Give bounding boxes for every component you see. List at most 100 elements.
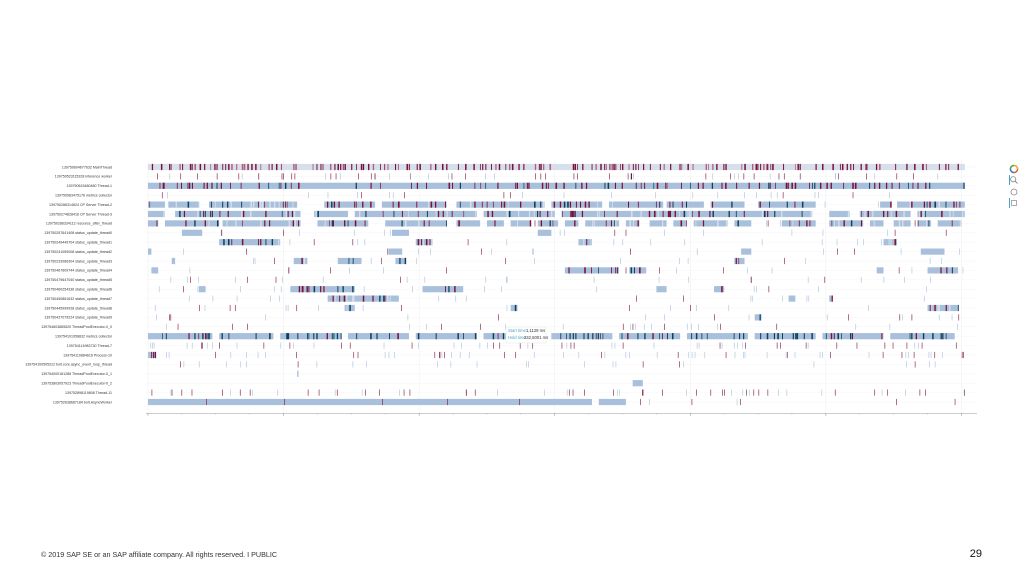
activity-tick xyxy=(906,342,908,349)
activity-stripe xyxy=(907,182,909,189)
zoom-icon[interactable] xyxy=(1009,172,1019,185)
activity-stripe xyxy=(595,333,597,340)
activity-stripe xyxy=(963,182,965,189)
activity-tick xyxy=(887,389,889,396)
activity-stripe xyxy=(942,333,944,340)
activity-tick xyxy=(383,342,385,349)
activity-tick xyxy=(806,295,808,302)
activity-tick xyxy=(749,389,750,396)
x-tick-label: 1.200e+5 xyxy=(953,417,971,418)
activity-stripe xyxy=(628,163,630,171)
activity-tick xyxy=(169,173,171,180)
activity-stripe xyxy=(707,163,709,171)
activity-stripe xyxy=(736,182,738,189)
activity-stripe xyxy=(672,201,674,208)
activity-stripe xyxy=(614,220,615,227)
activity-stripe xyxy=(384,295,386,302)
activity-stripe xyxy=(605,220,607,227)
activity-stripe xyxy=(421,239,423,246)
activity-block xyxy=(917,220,931,227)
bokeh-logo-icon[interactable] xyxy=(1009,161,1019,174)
timeline-svg[interactable]: 139750604677632 MainThread 13975052311532… xyxy=(0,158,1000,418)
thread-timeline-chart[interactable]: 139750604677632 MainThread 13975052311532… xyxy=(0,158,1000,418)
activity-stripe xyxy=(633,267,635,274)
activity-stripe xyxy=(417,210,419,218)
activity-tick xyxy=(534,257,535,265)
activity-stripe xyxy=(291,210,293,218)
activity-tick xyxy=(231,210,233,218)
activity-stripe xyxy=(495,163,497,171)
x-tick-label: 4.000e+4 xyxy=(411,417,429,418)
activity-stripe xyxy=(165,333,167,340)
activity-tick xyxy=(566,389,568,396)
activity-tick xyxy=(917,220,919,227)
activity-tick xyxy=(214,201,215,208)
save-icon[interactable] xyxy=(1009,195,1019,208)
activity-tick xyxy=(855,323,857,330)
activity-tick xyxy=(719,342,721,349)
activity-tick xyxy=(691,323,692,330)
activity-tick xyxy=(467,220,469,227)
activity-stripe xyxy=(207,333,209,340)
activity-tick xyxy=(750,276,751,283)
activity-tick xyxy=(198,361,200,368)
activity-tick xyxy=(476,361,478,368)
activity-tick xyxy=(656,351,658,359)
activity-stripe xyxy=(761,210,763,218)
activity-stripe xyxy=(259,201,262,208)
activity-stripe xyxy=(922,163,924,171)
activity-stripe xyxy=(766,163,768,171)
activity-stripe xyxy=(387,295,389,302)
activity-stripe xyxy=(873,220,875,227)
activity-stripe xyxy=(567,201,569,208)
activity-tick xyxy=(563,192,565,199)
activity-tick xyxy=(246,201,248,208)
activity-stripe xyxy=(342,163,344,171)
activity-tick xyxy=(498,201,500,208)
activity-stripe xyxy=(659,201,661,208)
activity-stripe xyxy=(255,333,257,340)
reset-icon[interactable] xyxy=(1009,184,1019,196)
activity-stripe xyxy=(662,333,663,340)
activity-tick xyxy=(743,351,744,359)
activity-stripe xyxy=(888,239,890,246)
activity-tick xyxy=(767,389,769,396)
page-number: 29 xyxy=(969,548,982,560)
activity-tick xyxy=(655,192,656,199)
activity-tick xyxy=(566,342,568,349)
thread-label: 139750479647040 status_update_thread5 xyxy=(44,278,112,282)
activity-stripe xyxy=(486,201,488,208)
activity-stripe xyxy=(580,201,582,208)
activity-block xyxy=(625,220,640,227)
activity-tick xyxy=(313,239,315,246)
activity-stripe xyxy=(222,163,224,171)
activity-tick xyxy=(696,342,698,349)
activity-stripe xyxy=(423,220,425,227)
activity-tick xyxy=(219,342,220,349)
activity-tick xyxy=(277,389,279,396)
activity-tick xyxy=(783,173,785,180)
activity-tick xyxy=(281,173,283,180)
activity-stripe xyxy=(690,182,691,189)
activity-tick xyxy=(363,286,365,293)
activity-stripe xyxy=(260,163,262,171)
activity-tick xyxy=(257,351,259,359)
thread-label: 139750445999928 status_update_thread8 xyxy=(44,306,112,310)
activity-stripe xyxy=(355,201,357,208)
activity-stripe xyxy=(674,210,676,218)
activity-stripe xyxy=(162,182,165,189)
activity-stripe xyxy=(285,210,288,218)
activity-stripe xyxy=(261,201,264,208)
activity-stripe xyxy=(430,201,433,208)
activity-stripe xyxy=(428,220,430,227)
thread-label: 139753803057923 ThreadPoolExecutor-0_2 xyxy=(41,382,112,386)
activity-block xyxy=(829,295,833,302)
activity-tick xyxy=(615,361,617,368)
activity-tick xyxy=(782,295,784,302)
activity-tick xyxy=(217,201,219,208)
activity-tick xyxy=(334,295,336,302)
activity-stripe xyxy=(382,210,384,218)
activity-stripe xyxy=(728,210,730,218)
activity-tick xyxy=(894,229,896,236)
activity-tick xyxy=(941,257,943,265)
